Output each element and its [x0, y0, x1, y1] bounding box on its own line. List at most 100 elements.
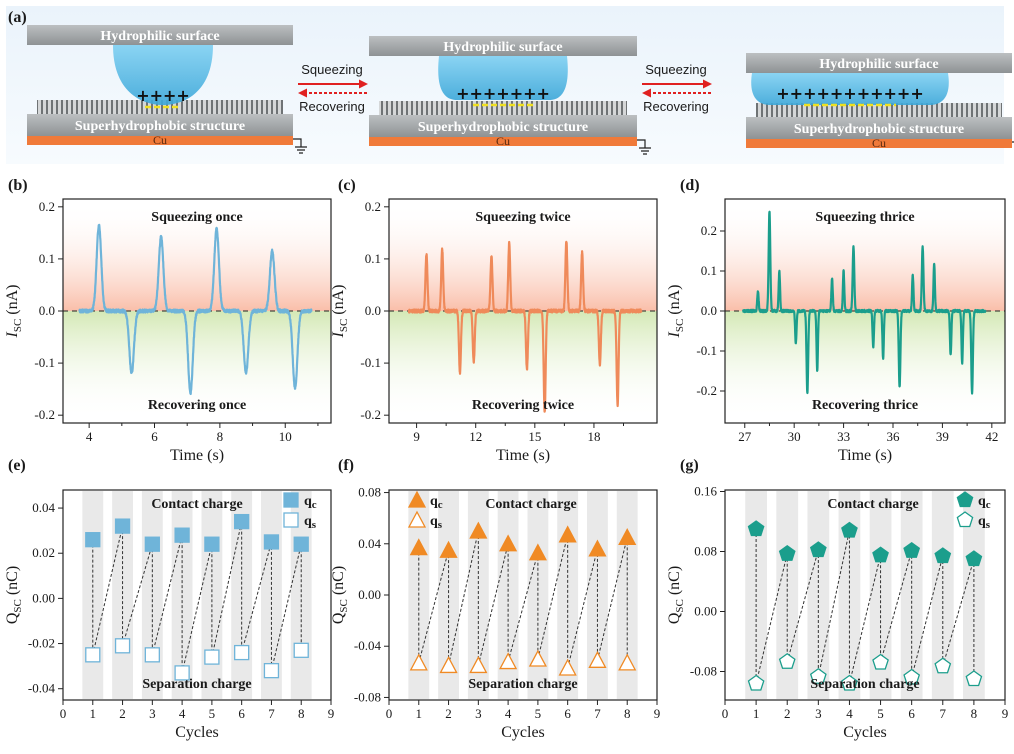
y-tick-label: 0.00 — [358, 587, 381, 602]
x-tick-label: 9 — [1002, 706, 1009, 721]
x-tick-label: 8 — [298, 706, 305, 721]
qs-point-8 — [965, 670, 983, 687]
y-tick-label: 0.04 — [358, 536, 381, 551]
y-tick-label: -0.2 — [696, 383, 717, 398]
qc-point-6 — [234, 513, 250, 530]
qs-point-6 — [234, 644, 250, 661]
squeezing-label: Squeezing — [301, 62, 362, 77]
legend-label-s: qs — [978, 514, 991, 531]
recovering-region — [725, 311, 1005, 419]
superhydrophobic-plate — [27, 114, 293, 136]
chart-f: (f) Contact charge Separation charge qc qs 0 1… — [330, 457, 660, 741]
x-axis-title: Time (s) — [170, 447, 224, 464]
y-tick-label: -0.04 — [354, 638, 382, 653]
positive-charges: +++++++++++ — [776, 84, 923, 103]
x-tick-label: 10 — [279, 429, 292, 444]
x-tick-label: 27 — [738, 429, 752, 444]
qc-point-7 — [263, 534, 280, 550]
recovering-label: Recovering — [643, 99, 709, 114]
hydrophilic-surface-label: Hydrophilic surface — [819, 57, 938, 72]
stage-2: Hydrophilic surface +++++++ Superhydrophob… — [369, 36, 651, 155]
squeezing-region — [63, 203, 331, 311]
plot-frame — [62, 489, 332, 701]
qs-point-1 — [747, 674, 765, 691]
contact-charge-text: Contact charge — [485, 497, 576, 512]
stage-1: Hydrophilic surface ++++ Superhydrophobic … — [27, 25, 307, 154]
superhydrophobic-structure-label: Superhydrophobic structure — [418, 120, 588, 135]
qs-point-6 — [558, 658, 577, 676]
cycle-band-5 — [869, 491, 892, 699]
squeezing-label: Squeezing — [645, 62, 706, 77]
qc-point-8 — [618, 527, 637, 546]
x-tick-label: 4 — [505, 706, 512, 721]
cycle-band-6 — [900, 491, 923, 699]
recovering-text: Recovering thrice — [812, 398, 918, 413]
panel-label: (g) — [680, 457, 699, 474]
squeezing-region — [389, 203, 657, 311]
x-tick-label: 2 — [784, 706, 791, 721]
stage-arrow-1: Squeezing Recovering — [298, 62, 368, 114]
pillar-array — [379, 101, 627, 115]
plot-frame — [724, 489, 1006, 701]
qs-point-3 — [469, 656, 488, 674]
stage-3: Hydrophilic surface +++++++++++ Superhydro… — [746, 53, 1014, 151]
y-tick-label: 0.2 — [701, 223, 717, 238]
legend-marker-s — [956, 511, 974, 528]
x-tick-label: 2 — [445, 706, 452, 721]
forward-arrowhead — [359, 79, 368, 89]
x-tick-label: 1 — [416, 706, 423, 721]
y-tick-label: 0.1 — [39, 251, 55, 266]
squeezing-text: Squeezing thrice — [815, 210, 914, 225]
x-tick-label: 39 — [936, 429, 949, 444]
contact-charge-text: Contact charge — [151, 497, 242, 512]
cycle-band-3 — [467, 491, 489, 699]
forward-arrowhead — [703, 79, 712, 89]
backward-arrowhead — [298, 88, 307, 98]
qc-point-2 — [778, 544, 796, 561]
qs-point-7 — [263, 662, 280, 679]
x-tick-label: 1 — [90, 706, 97, 721]
panel-label: (f) — [338, 457, 354, 474]
qc-point-1 — [409, 538, 428, 556]
superhydrophobic-structure-label: Superhydrophobic structure — [75, 119, 245, 134]
qc-point-5 — [204, 536, 220, 552]
x-axis-title: Cycles — [501, 724, 545, 741]
panel-label: (c) — [338, 177, 356, 194]
qs-point-4 — [499, 652, 518, 670]
qs-point-2 — [439, 656, 458, 674]
x-tick-label: 8 — [624, 706, 631, 721]
y-tick-label: -0.1 — [34, 355, 55, 370]
qc-point-4 — [841, 521, 858, 538]
x-tick-label: 8 — [971, 706, 978, 721]
x-axis-title: Cycles — [843, 724, 887, 741]
water-droplet — [438, 56, 568, 100]
x-tick-label: 18 — [587, 429, 600, 444]
x-tick-label: 3 — [475, 706, 482, 721]
x-tick-label: 9 — [328, 706, 335, 721]
x-tick-label: 6 — [238, 706, 245, 721]
cu-electrode — [27, 136, 293, 145]
recovering-text: Recovering once — [148, 398, 246, 413]
qs-point-4 — [174, 665, 190, 681]
legend-label-c: qc — [978, 494, 991, 511]
current-trace — [78, 223, 313, 396]
qc-point-6 — [558, 525, 577, 543]
y-tick-label: 0.08 — [694, 544, 717, 559]
qc-point-5 — [528, 543, 547, 561]
y-tick-label: 0.08 — [358, 485, 381, 500]
backward-arrowhead — [642, 88, 651, 98]
cu-electrode — [746, 139, 1012, 148]
y-tick-label: -0.2 — [34, 407, 55, 422]
y-tick-label: 0.0 — [39, 303, 55, 318]
qc-point-1 — [747, 520, 765, 537]
chart-b: (b) Squeezing once Recovering once 4 6 8 10 -0.… — [4, 177, 332, 464]
panel-a-label: (a) — [8, 9, 27, 26]
y-axis-title: QSC (nC) — [666, 566, 686, 624]
x-tick-label: 4 — [846, 706, 853, 721]
qs-point-8 — [618, 653, 637, 671]
recovering-label: Recovering — [299, 99, 365, 114]
current-trace — [742, 210, 987, 395]
cu-label: Cu — [496, 134, 510, 148]
x-tick-label: 1 — [753, 706, 760, 721]
